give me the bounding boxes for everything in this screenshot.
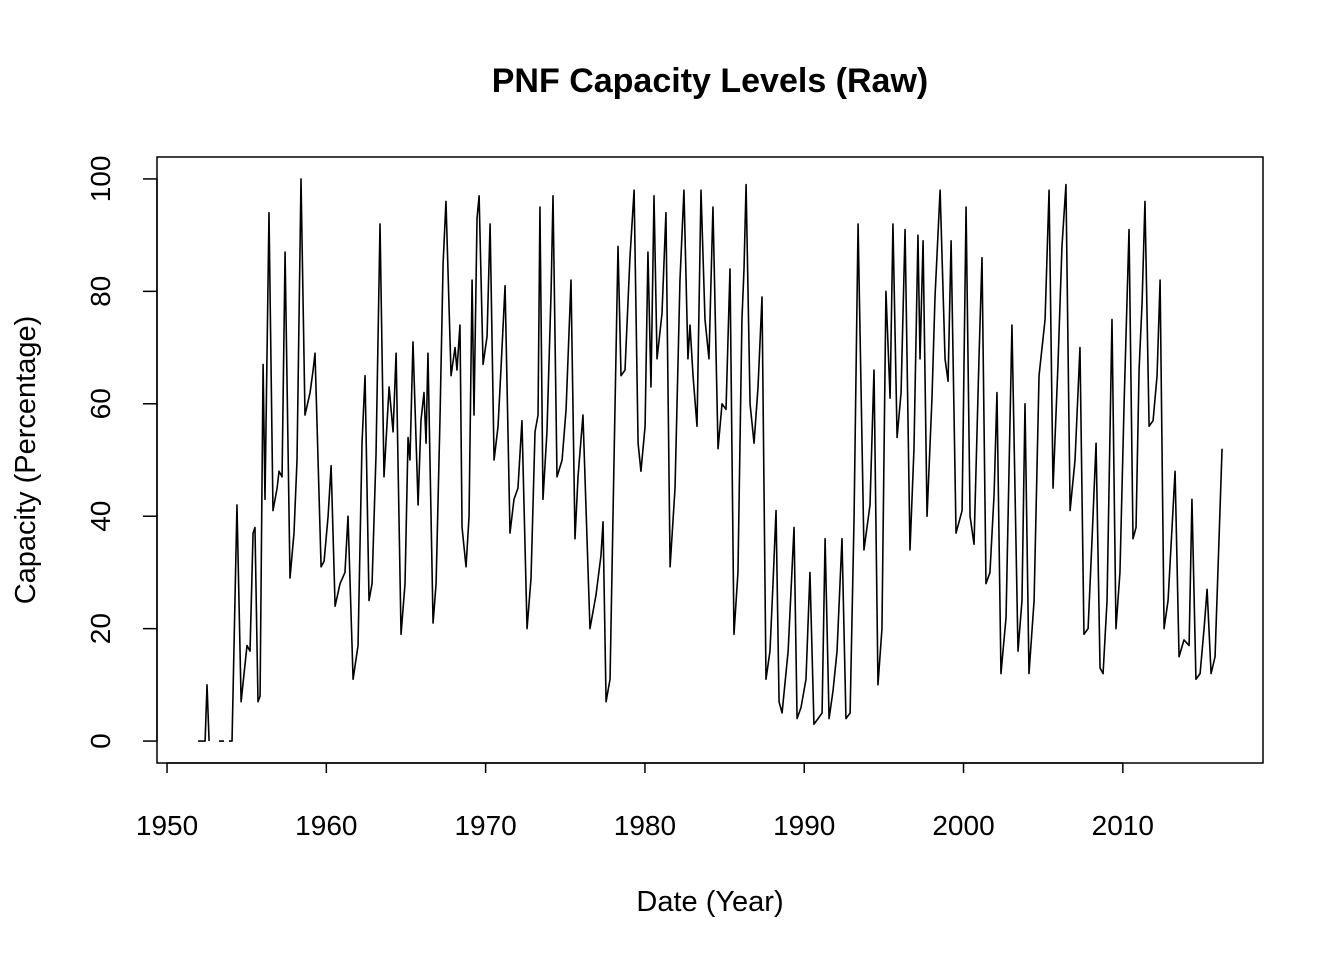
x-tick-label: 1990	[773, 810, 835, 841]
x-tick-label: 1970	[454, 810, 516, 841]
y-tick-label: 80	[85, 276, 116, 307]
x-tick-label: 1980	[614, 810, 676, 841]
y-tick-label: 60	[85, 388, 116, 419]
data-line	[198, 178, 1223, 742]
y-axis-label: Capacity (Percentage)	[10, 316, 42, 605]
y-tick-label: 20	[85, 613, 116, 644]
x-tick-label: 1950	[136, 810, 198, 841]
y-tick-label: 40	[85, 501, 116, 532]
chart-title: PNF Capacity Levels (Raw)	[492, 62, 928, 100]
x-axis-label: Date (Year)	[636, 886, 783, 918]
y-tick-label: 0	[85, 733, 116, 749]
x-tick-label: 2010	[1092, 810, 1154, 841]
x-tick-label: 2000	[932, 810, 994, 841]
y-tick-label: 100	[85, 156, 116, 203]
x-tick-label: 1960	[295, 810, 357, 841]
